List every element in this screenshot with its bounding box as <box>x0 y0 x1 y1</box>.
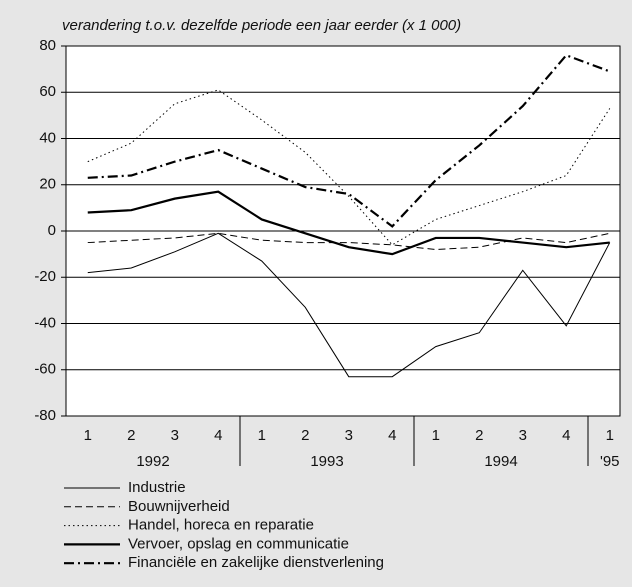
legend-label: Handel, horeca en reparatie <box>128 517 314 534</box>
legend-label: Industrie <box>128 479 186 496</box>
y-tick-label: -60 <box>34 361 56 378</box>
x-tick-label: 4 <box>214 427 222 444</box>
line-series <box>87 190 610 256</box>
y-tick-label: -40 <box>34 314 56 331</box>
x-tick-label: 1 <box>84 427 92 444</box>
x-tick-label: 1 <box>606 427 614 444</box>
y-tick-label: 60 <box>39 83 56 100</box>
x-group-label: 1994 <box>484 453 517 470</box>
legend-label: Financiële en zakelijke dienstverlening <box>128 554 384 571</box>
legend-label: Vervoer, opslag en communicatie <box>128 535 349 552</box>
x-tick-label: 4 <box>388 427 396 444</box>
x-tick-label: 2 <box>127 427 135 444</box>
chart-title: verandering t.o.v. dezelfde periode een … <box>62 17 461 34</box>
x-tick-label: 1 <box>432 427 440 444</box>
legend-label: Bouwnijverheid <box>128 498 230 515</box>
x-tick-label: 3 <box>519 427 527 444</box>
x-tick-label: 4 <box>562 427 570 444</box>
y-tick-label: 20 <box>39 176 56 193</box>
line-series <box>87 89 611 246</box>
x-tick-label: 2 <box>475 427 483 444</box>
y-tick-label: -20 <box>34 268 56 285</box>
y-tick-label: 80 <box>39 37 56 54</box>
x-tick-label: 3 <box>345 427 353 444</box>
x-group-label: 1992 <box>136 453 169 470</box>
y-tick-label: 0 <box>48 222 56 239</box>
x-tick-label: 2 <box>301 427 309 444</box>
plot-frame <box>65 45 621 417</box>
y-tick-label: -80 <box>34 407 56 424</box>
y-tick-label: 40 <box>39 129 56 146</box>
x-tick-label: 1 <box>258 427 266 444</box>
x-tick-label: 3 <box>171 427 179 444</box>
line-series <box>87 53 611 228</box>
x-group-label: 1993 <box>310 453 343 470</box>
line-series <box>87 232 611 378</box>
x-group-label: '95 <box>600 453 620 470</box>
